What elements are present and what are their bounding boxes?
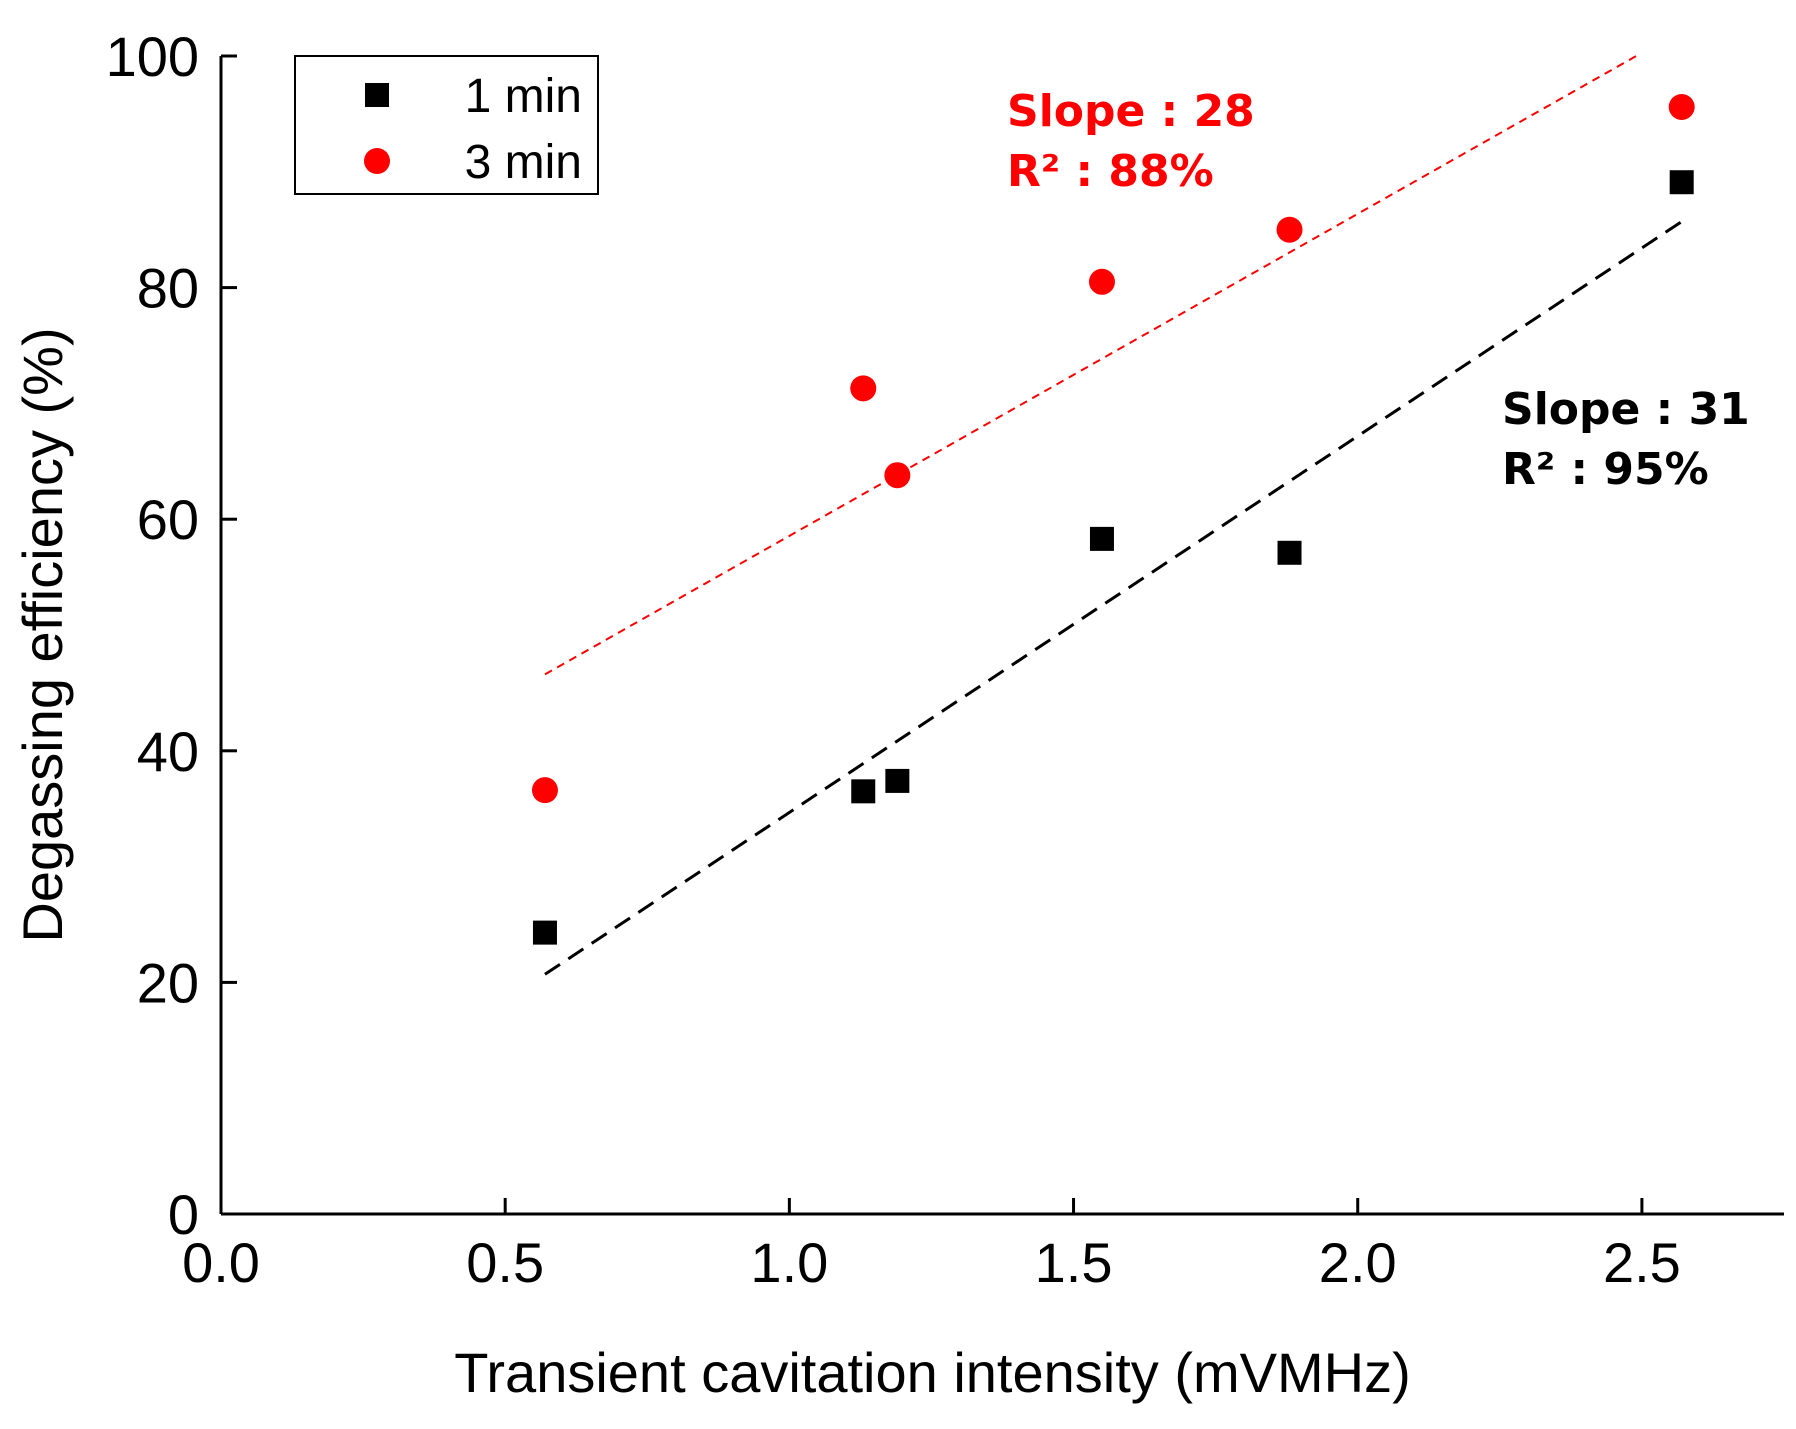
data-point-1min (532, 920, 557, 945)
legend-marker-circle (364, 148, 390, 174)
axes-layer: 0.0 0.5 1.0 1.5 2.0 2.5 0 20 40 60 80 100 Transient … (11, 25, 1784, 1404)
x-tick-label: 0.5 (466, 1231, 544, 1294)
slope-annotation-1min: Slope : 31 (1502, 384, 1750, 435)
y-tick-label: 40 (137, 720, 199, 783)
legend: 1 min 3 min (294, 55, 599, 195)
legend-label: 1 min (465, 70, 582, 123)
annotations-layer: Slope : 28 R² : 88% Slope : 31 R² : 95% (1007, 86, 1750, 495)
data-point-3min (1668, 93, 1695, 120)
y-tick-label: 80 (137, 257, 199, 320)
data-point-3min (884, 462, 911, 489)
slope-annotation-3min: Slope : 28 (1007, 86, 1255, 137)
data-point-1min (1277, 540, 1302, 565)
fit-line-1min (544, 220, 1683, 976)
legend-box (294, 55, 599, 195)
fit-lines-layer (544, 55, 1683, 976)
y-tick-label: 0 (168, 1183, 199, 1246)
data-point-3min (531, 777, 558, 804)
data-point-3min (850, 375, 877, 402)
y-axis-title: Degassing efficiency (%) (11, 327, 74, 942)
x-tick-label: 2.5 (1603, 1231, 1681, 1294)
x-tick-label: 1.5 (1035, 1231, 1113, 1294)
legend-marker-square (365, 83, 389, 107)
x-tick-label: 2.0 (1319, 1231, 1397, 1294)
data-point-1min (1089, 526, 1114, 551)
data-point-1min (851, 779, 876, 804)
data-point-1min (1669, 170, 1694, 195)
x-axis-title: Transient cavitation intensity (mVMHz) (454, 1341, 1410, 1404)
data-point-3min (1276, 216, 1303, 243)
data-points-layer (531, 93, 1695, 945)
r2-annotation-3min: R² : 88% (1007, 146, 1214, 197)
data-point-1min (885, 768, 910, 793)
y-tick-label: 60 (137, 488, 199, 551)
y-tick-label: 100 (106, 25, 199, 88)
x-tick-label: 1.0 (750, 1231, 828, 1294)
data-point-3min (1088, 268, 1115, 295)
x-tick-label: 0.0 (182, 1231, 260, 1294)
legend-label: 3 min (465, 136, 582, 189)
r2-annotation-1min: R² : 95% (1502, 444, 1709, 495)
y-tick-label: 20 (137, 951, 199, 1014)
